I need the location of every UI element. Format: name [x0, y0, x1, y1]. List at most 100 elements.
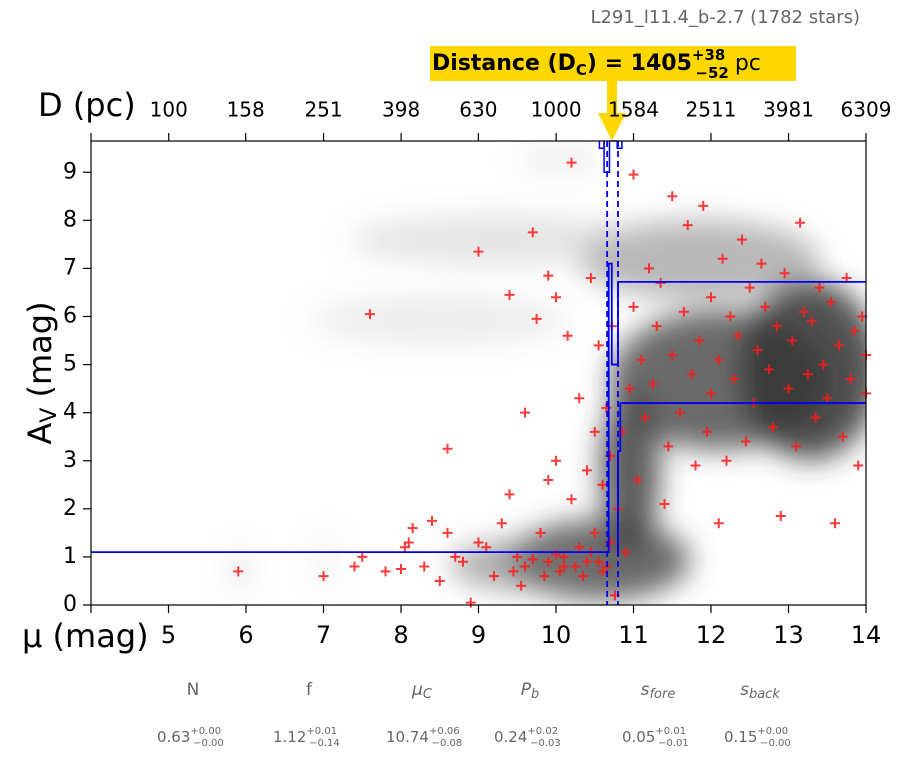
parameter-name: sfore [641, 680, 676, 702]
data-point [403, 537, 414, 548]
parameter-value-main: 0.63 [157, 728, 190, 746]
data-point [729, 374, 740, 385]
data-point [740, 436, 751, 447]
data-point [853, 460, 864, 471]
data-point [407, 523, 418, 534]
annotation-upper: +38 [692, 46, 725, 64]
parameter-plus: +0.06 [429, 726, 460, 737]
data-point [233, 566, 244, 577]
data-point [551, 549, 561, 560]
data-point [585, 273, 596, 284]
y-tick-label: 8 [63, 207, 77, 232]
data-point [644, 263, 654, 274]
data-point [760, 301, 771, 312]
data-point [434, 575, 445, 586]
parameter-value-main: 10.74 [386, 728, 429, 746]
parameter-name-main: N [187, 680, 200, 700]
parameter-name-sub: fore [649, 687, 675, 702]
parameter-name-main: s [641, 680, 650, 700]
data-point [543, 474, 554, 485]
y-tick-label: 5 [63, 352, 77, 377]
parameter-name-main: μ [411, 680, 423, 700]
data-point [489, 571, 499, 582]
y-label-sub: V [37, 408, 62, 423]
data-point [802, 369, 813, 380]
x2-axis-label: D (pc) [38, 86, 136, 124]
data-point [520, 407, 530, 418]
data-point [582, 556, 592, 567]
parameter-plus: +0.00 [757, 726, 788, 737]
parameter-value: 10.74+0.06 −0.08 [386, 726, 462, 749]
parameter-plus: +0.02 [527, 726, 558, 737]
data-point [682, 220, 693, 231]
data-point [628, 169, 639, 180]
annotation-main: Distance (D [432, 51, 576, 76]
x-tick-label: 6 [238, 621, 253, 649]
data-point [473, 537, 484, 548]
parameter-value-main: 0.15 [724, 728, 757, 746]
data-point [636, 354, 647, 365]
parameter-plus: +0.00 [190, 726, 221, 737]
parameter-name: f [306, 680, 313, 700]
x-tick-label: 10 [541, 621, 572, 649]
data-point [849, 325, 860, 336]
data-point [574, 393, 585, 404]
parameter-value: 0.05+0.01 −0.01 [622, 726, 689, 749]
data-point [655, 277, 666, 288]
parameter-minus: −0.14 [309, 738, 340, 749]
data-point [535, 527, 546, 538]
data-point [814, 282, 825, 293]
data-point [496, 518, 507, 529]
annotation-box [430, 46, 796, 81]
data-point [570, 561, 581, 572]
x2-tick-label: 6309 [841, 98, 892, 122]
data-point [566, 157, 577, 168]
x-tick-label: 7 [316, 621, 331, 649]
data-point [450, 551, 461, 562]
data-point [791, 441, 802, 452]
data-point [558, 551, 569, 562]
data-point [380, 566, 391, 577]
parameter-minus: −0.00 [760, 738, 791, 749]
parameter-minus: −0.08 [432, 738, 463, 749]
parameter-value-main: 0.24 [494, 728, 527, 746]
data-point [752, 345, 763, 356]
data-point [837, 431, 848, 442]
data-point [516, 580, 527, 591]
data-point [543, 556, 554, 567]
data-point [628, 301, 639, 312]
data-point [562, 330, 573, 341]
x2-tick-label: 630 [459, 98, 497, 122]
data-point [775, 511, 786, 522]
parameter-name-main: s [740, 680, 749, 700]
data-point [539, 571, 550, 582]
data-point [706, 292, 716, 303]
annotation-sub: C [576, 61, 587, 79]
data-point [318, 571, 329, 582]
data-point [465, 597, 476, 608]
parameter-name-sub: back [749, 687, 780, 702]
data-point [830, 518, 840, 529]
data-point [632, 474, 643, 485]
parameter-plus: +0.01 [306, 726, 337, 737]
data-point [508, 566, 519, 577]
annotation-text: Distance (DC) = 1405+38 −52 pc [432, 46, 761, 82]
data-point [663, 441, 674, 452]
x2-tick-label: 251 [304, 98, 342, 122]
data-point [694, 335, 705, 346]
data-point [833, 340, 844, 351]
data-point [706, 388, 716, 399]
data-point [744, 282, 755, 293]
y-tick-label: 1 [63, 544, 77, 569]
annotation-arrow [598, 81, 626, 141]
data-point [799, 306, 809, 317]
x2-tick-label: 1584 [608, 98, 659, 122]
data-point [717, 253, 728, 264]
data-point [442, 443, 453, 454]
data-point [756, 258, 767, 269]
parameter-name: N [187, 680, 200, 700]
y-label-main: A [21, 423, 59, 445]
data-point [597, 479, 608, 490]
data-point [589, 527, 600, 538]
data-point [845, 374, 856, 385]
